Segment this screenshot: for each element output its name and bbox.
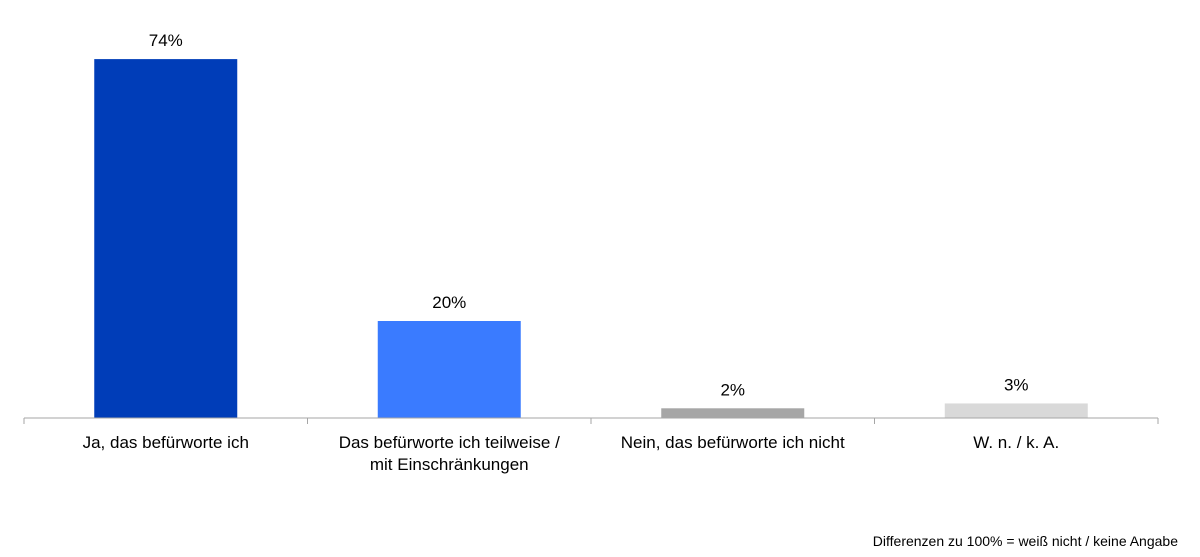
bar — [377, 321, 521, 418]
x-tick-label: Nein, das befürworte ich nicht — [621, 433, 845, 452]
bar — [944, 403, 1088, 418]
data-label: 74% — [149, 31, 183, 50]
footnote: Differenzen zu 100% = weiß nicht / keine… — [872, 533, 1178, 549]
data-label: 20% — [432, 293, 466, 312]
x-tick-label: mit Einschränkungen — [370, 455, 529, 474]
bar — [94, 59, 238, 418]
bar — [661, 408, 805, 418]
data-label: 2% — [720, 380, 745, 399]
data-label: 3% — [1004, 375, 1029, 394]
x-tick-label: Das befürworte ich teilweise / — [339, 433, 560, 452]
x-tick-label: W. n. / k. A. — [973, 433, 1059, 452]
x-tick-label: Ja, das befürworte ich — [83, 433, 249, 452]
